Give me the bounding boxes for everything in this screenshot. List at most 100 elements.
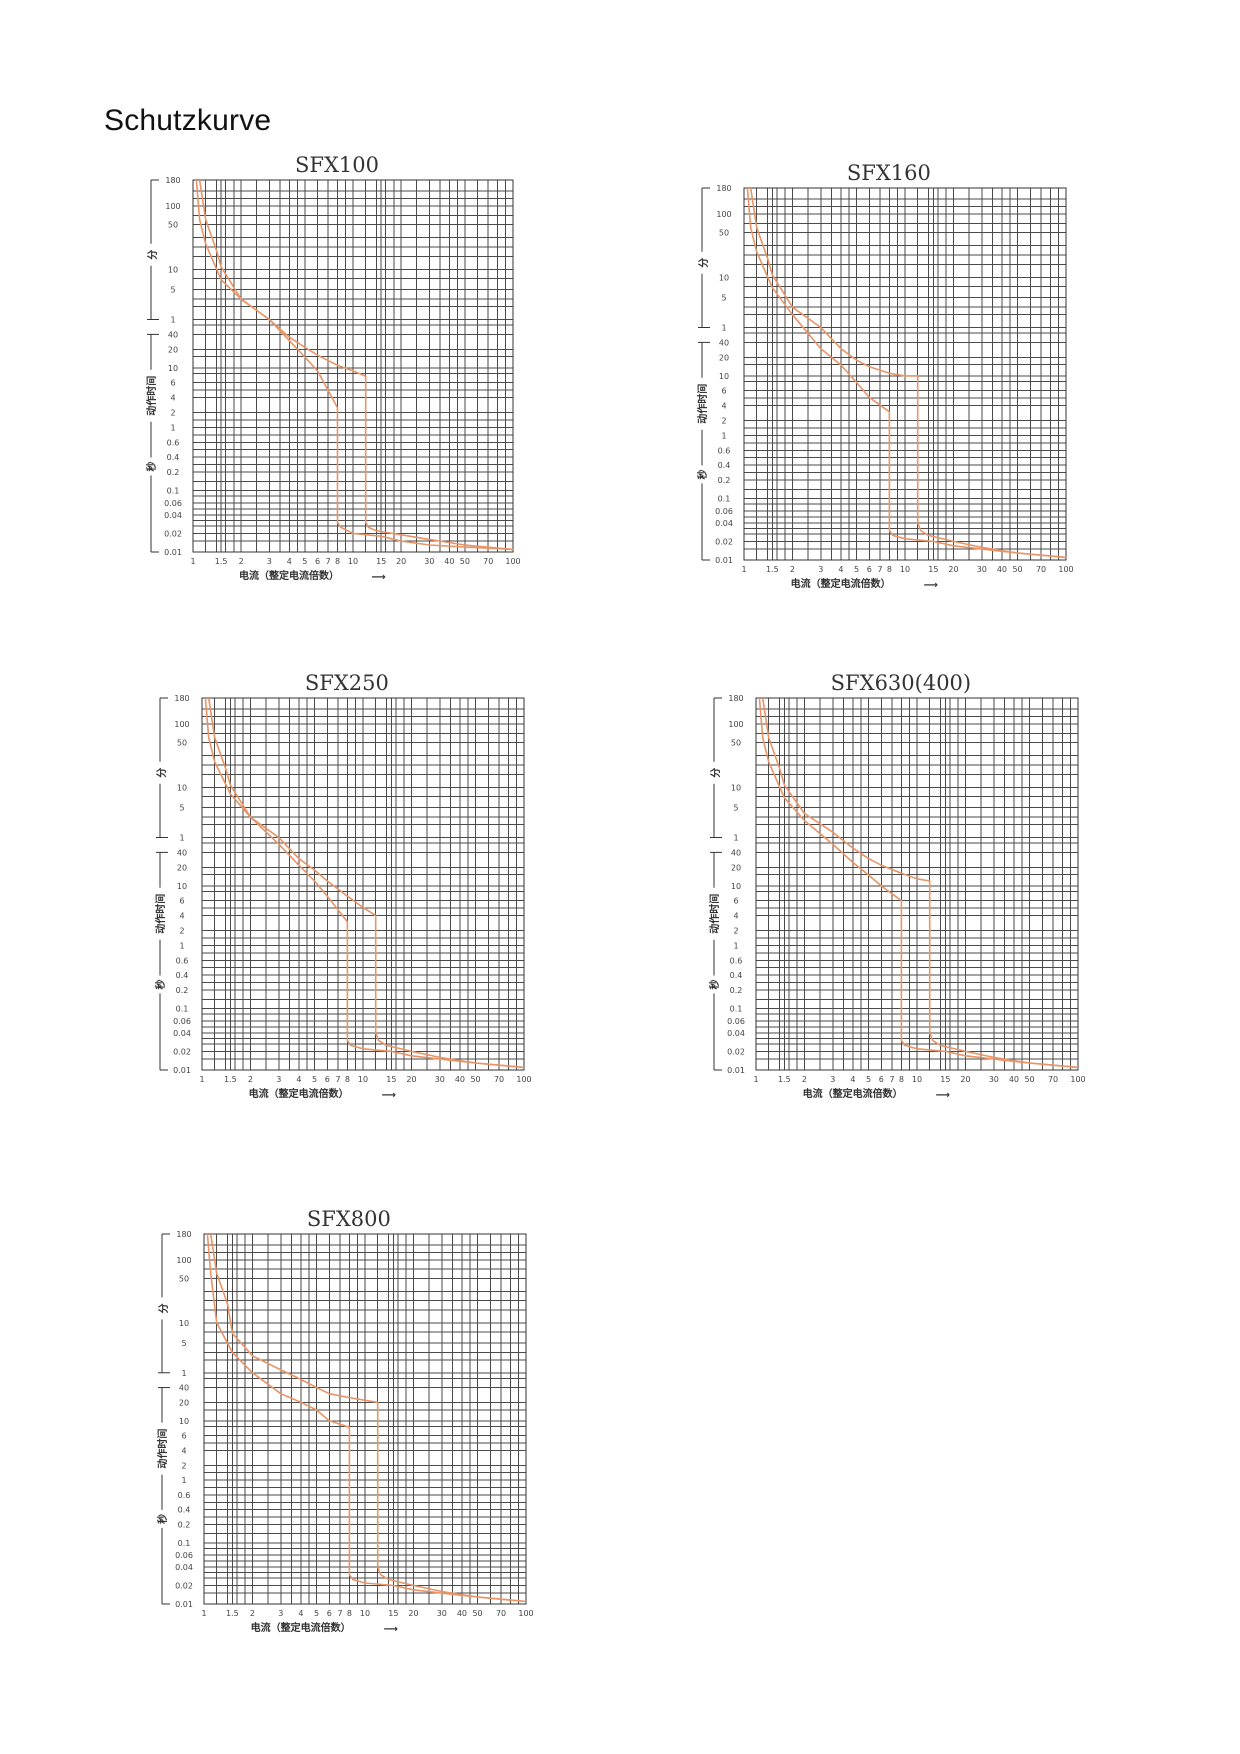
chart-title: SFX800 [307, 1207, 391, 1231]
lower-trip-curve [746, 187, 1067, 559]
y-tick-label: 10 [731, 783, 741, 792]
y-tick-label: 180 [176, 1230, 191, 1239]
y-tick-label: 0.01 [175, 1600, 193, 1609]
page-title: Schutzkurve [104, 104, 272, 137]
y-tick-label: 4 [170, 394, 175, 403]
x-tick-label: 1 [199, 1075, 204, 1084]
y-tick-label: 50 [179, 1274, 189, 1283]
x-tick-label: 1.5 [215, 557, 228, 566]
x-tick-label: 2 [250, 1609, 255, 1618]
y-tick-label: 4 [181, 1446, 186, 1455]
y-tick-label: 1 [721, 324, 726, 333]
y-tick-label: 180 [174, 694, 189, 703]
y-tick-label: 0.6 [167, 438, 180, 447]
y-unit-minutes: 分 [157, 1303, 170, 1313]
y-tick-label: 0.04 [173, 1029, 191, 1038]
upper-trip-curve [761, 697, 1079, 1069]
y-unit-brackets [158, 1233, 170, 1605]
y-tick-label: 180 [728, 694, 743, 703]
y-tick-label: 0.01 [173, 1066, 191, 1075]
y-axis-label: 动作时间 [154, 894, 167, 934]
y-tick-label: 100 [728, 720, 743, 729]
y-tick-label: 0.04 [715, 519, 733, 528]
y-tick-label: 0.06 [715, 507, 733, 516]
y-tick-label: 6 [181, 1432, 186, 1441]
x-axis-label: 电流（整定电流倍数） [251, 1621, 351, 1634]
grid [743, 187, 1067, 561]
y-tick-label: 1 [733, 941, 738, 950]
y-tick-label: 6 [721, 387, 726, 396]
chart-title: SFX160 [847, 161, 931, 185]
y-axis-label: 动作时间 [156, 1429, 169, 1469]
chart-title: SFX250 [305, 671, 389, 695]
y-tick-label: 50 [177, 739, 187, 748]
chart-sfx250: SFX250 180 100 50 10 5 1 40 20 10 6 4 2 1 0.6 0.4 0.2 0.1… [152, 671, 532, 1101]
y-tick-label: 10 [168, 265, 178, 274]
y-tick-label: 0.06 [175, 1551, 193, 1560]
x-tick-label: 15 [376, 557, 386, 566]
y-tick-label: 0.6 [176, 956, 189, 965]
x-tick-label: 50 [460, 557, 470, 566]
x-tick-label: 30 [989, 1075, 999, 1084]
x-tick-label: 100 [1058, 565, 1073, 574]
y-tick-label: 10 [168, 364, 178, 373]
x-tick-label: 3 [276, 1075, 281, 1084]
y-tick-label: 0.2 [178, 1520, 191, 1529]
x-tick-label: 100 [1070, 1075, 1085, 1084]
x-tick-label: 30 [424, 557, 434, 566]
x-tick-label: 40 [997, 565, 1007, 574]
lower-trip-curve [204, 697, 525, 1069]
y-tick-label: 2 [721, 417, 726, 426]
x-tick-label: 3 [818, 565, 823, 574]
y-tick-label: 0.4 [176, 971, 189, 980]
x-tick-label: 5 [866, 1075, 871, 1084]
x-axis-arrow: ⟶ [936, 1090, 950, 1101]
x-tick-label: 20 [408, 1609, 418, 1618]
x-tick-label: 50 [1024, 1075, 1034, 1084]
x-tick-label: 5 [854, 565, 859, 574]
x-axis-arrow: ⟶ [382, 1090, 396, 1101]
y-tick-label: 0.1 [178, 1539, 191, 1548]
y-tick-label: 50 [168, 221, 178, 230]
y-tick-label: 2 [179, 927, 184, 936]
y-tick-label: 100 [176, 1256, 191, 1265]
x-tick-label: 6 [879, 1075, 884, 1084]
y-tick-label: 0.2 [718, 476, 731, 485]
x-tick-label: 6 [327, 1609, 332, 1618]
y-tick-label: 1 [181, 1476, 186, 1485]
upper-trip-curve [207, 697, 525, 1069]
x-tick-label: 8 [345, 1075, 350, 1084]
y-tick-label: 2 [181, 1461, 186, 1470]
plot-frame [192, 179, 514, 553]
y-tick-label: 1 [179, 941, 184, 950]
x-tick-label: 50 [472, 1609, 482, 1618]
x-tick-label: 20 [948, 565, 958, 574]
y-unit-brackets [710, 697, 722, 1071]
x-tick-label: 1.5 [778, 1075, 791, 1084]
x-tick-label: 40 [455, 1075, 465, 1084]
y-tick-label: 0.6 [730, 956, 743, 965]
y-tick-label: 40 [719, 338, 729, 347]
upper-trip-curve [749, 187, 1067, 559]
y-unit-brackets [156, 697, 168, 1071]
x-tick-label: 2 [239, 557, 244, 566]
y-tick-label: 1 [181, 1369, 186, 1378]
x-tick-label: 40 [444, 557, 454, 566]
x-tick-label: 1 [741, 565, 746, 574]
y-tick-label: 0.4 [167, 453, 180, 462]
x-tick-label: 7 [338, 1609, 343, 1618]
y-tick-label: 0.6 [178, 1491, 191, 1500]
x-tick-label: 15 [940, 1075, 950, 1084]
chart-title: SFX630(400) [831, 671, 971, 695]
x-tick-label: 1.5 [226, 1609, 239, 1618]
x-tick-label: 70 [496, 1609, 506, 1618]
y-tick-label: 10 [177, 882, 187, 891]
y-tick-label: 0.6 [718, 446, 731, 455]
y-tick-label: 4 [179, 912, 184, 921]
y-tick-label: 4 [733, 912, 738, 921]
y-tick-label: 10 [179, 1319, 189, 1328]
y-tick-label: 5 [179, 804, 184, 813]
y-unit-minutes: 分 [155, 768, 168, 778]
x-tick-label: 1.5 [224, 1075, 237, 1084]
x-tick-label: 3 [278, 1609, 283, 1618]
